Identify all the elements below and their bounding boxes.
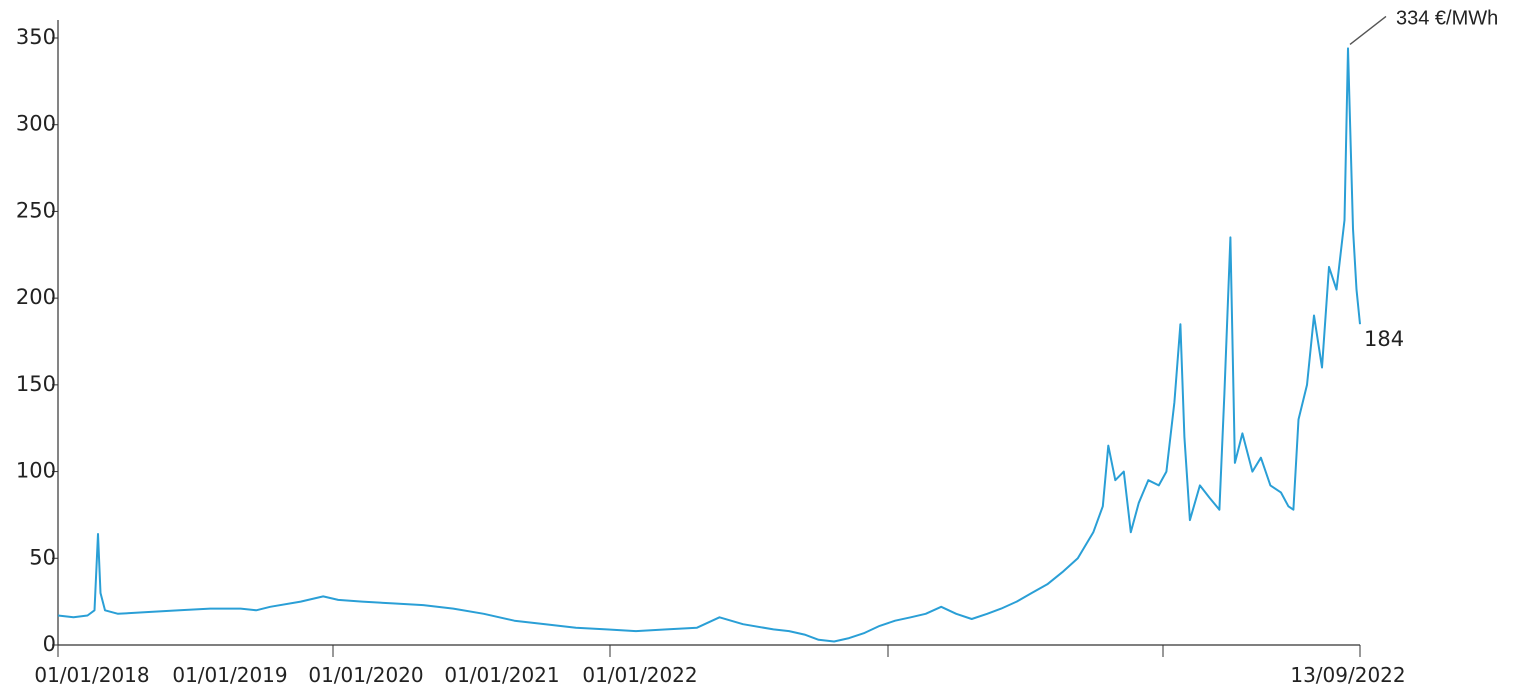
annotation-layer: 334 €/MWh 184 xyxy=(1349,7,1498,351)
x-tick-label: 13/09/2022 xyxy=(1290,663,1405,687)
x-tick-label: 01/01/2020 xyxy=(308,663,423,687)
x-tick-label: 01/01/2019 xyxy=(172,663,287,687)
y-tick-label: 200 xyxy=(16,285,56,309)
y-tick-label: 50 xyxy=(29,545,56,569)
y-tick-label: 0 xyxy=(43,632,56,656)
y-tick-label: 150 xyxy=(16,372,56,396)
series-layer xyxy=(57,47,1361,643)
last-value-annotation: 184 xyxy=(1364,327,1404,351)
y-tick-label: 100 xyxy=(16,459,56,483)
peak-annotation: 334 €/MWh xyxy=(1396,7,1498,29)
price-series-line xyxy=(57,47,1361,643)
x-tick-label: 01/01/2018 xyxy=(34,663,149,687)
x-tick-label: 01/01/2021 xyxy=(444,663,559,687)
x-tick-label: 01/01/2022 xyxy=(582,663,697,687)
y-tick-label: 350 xyxy=(16,25,56,49)
x-axis: 01/01/2018 01/01/2019 01/01/2020 01/01/2021… xyxy=(34,644,1406,687)
y-tick-label: 250 xyxy=(16,198,56,222)
peak-callout-line xyxy=(1349,15,1387,45)
y-tick-label: 300 xyxy=(16,112,56,136)
y-axis: 0 50 100 150 200 250 300 350 xyxy=(16,20,59,656)
